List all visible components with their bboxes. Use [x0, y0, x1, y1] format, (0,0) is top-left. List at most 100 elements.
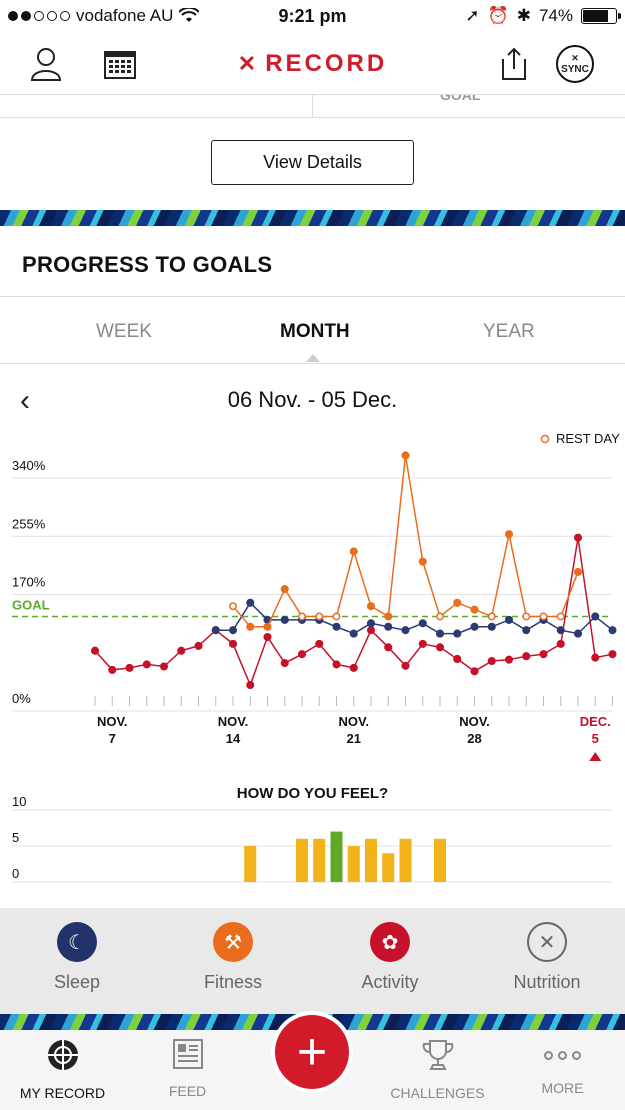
moon-icon: ☾ — [57, 922, 97, 962]
x-axis-month-label: NOV. — [218, 714, 249, 729]
period-tabs: WEEK MONTH YEAR — [0, 297, 625, 363]
fork-knife-icon: ✕ — [527, 922, 567, 962]
previous-period-chevron-icon[interactable]: ‹ — [20, 384, 30, 417]
tab-month[interactable]: MONTH — [280, 321, 350, 342]
rest-day-point — [315, 612, 324, 621]
rest-day-point — [522, 612, 531, 621]
trophy-icon — [422, 1040, 453, 1070]
tab-feed[interactable]: FEED — [125, 1038, 250, 1099]
feel-chart-title: HOW DO YOU FEEL? — [236, 785, 389, 802]
data-point — [280, 585, 289, 594]
add-record-button[interactable]: + — [275, 1015, 349, 1089]
feel-bar — [399, 838, 412, 882]
view-details-button[interactable]: View Details — [211, 140, 414, 185]
x-axis-day-label: 14 — [226, 731, 241, 746]
category-fitness[interactable]: ⚒ Fitness — [173, 922, 293, 993]
data-point — [435, 629, 445, 638]
carrier-label: vodafone AU — [76, 6, 174, 25]
data-point — [591, 653, 600, 662]
data-point — [349, 663, 358, 672]
data-point — [504, 655, 514, 664]
data-point — [332, 660, 341, 669]
sync-button[interactable]: ✕ SYNC — [553, 42, 597, 86]
dumbbell-icon: ⚒ — [213, 922, 253, 962]
today-marker-icon — [589, 752, 602, 761]
app-logo: ✕ RECORD — [237, 50, 388, 77]
x-axis-month-label: NOV. — [97, 714, 128, 729]
data-point — [470, 622, 479, 631]
data-point — [522, 626, 531, 635]
tab-more[interactable]: MORE — [500, 1038, 625, 1096]
rest-day-point — [332, 612, 341, 621]
progress-card: PROGRESS TO GOALS WEEK MONTH YEAR ‹ 06 N… — [0, 226, 625, 908]
feel-bar — [434, 838, 446, 882]
rest-day-point — [298, 612, 306, 621]
data-point — [418, 639, 427, 648]
series-line — [215, 601, 613, 635]
feel-bar — [330, 831, 343, 882]
data-point — [539, 650, 548, 659]
camo-divider — [0, 210, 625, 226]
shoe-icon: ✿ — [370, 922, 410, 962]
rest-day-legend-icon — [540, 434, 550, 444]
data-point — [487, 622, 496, 631]
profile-icon[interactable] — [24, 42, 68, 86]
summary-divider — [312, 95, 313, 117]
data-point — [384, 622, 393, 631]
data-point — [228, 626, 238, 635]
rest-day-point — [229, 602, 237, 611]
progress-title: PROGRESS TO GOALS — [22, 252, 273, 277]
summary-goal-label: GOAL — [440, 94, 481, 103]
data-point — [453, 598, 462, 607]
rest-day-point — [487, 612, 496, 621]
data-point — [211, 626, 220, 635]
tab-my-record[interactable]: MY RECORD — [0, 1038, 125, 1101]
data-point — [263, 632, 272, 642]
data-point — [263, 622, 272, 631]
battery-percent: 74% — [538, 6, 573, 25]
feed-icon — [172, 1039, 203, 1069]
alarm-icon: ⏰ — [487, 6, 509, 25]
rest-day-point — [436, 612, 444, 621]
tab-label: MY RECORD — [19, 1085, 106, 1101]
tab-challenges[interactable]: CHALLENGES — [375, 1038, 500, 1101]
data-point — [246, 622, 255, 631]
data-point — [573, 533, 583, 542]
data-point — [366, 619, 376, 628]
tab-year[interactable]: YEAR — [483, 321, 535, 342]
summary-row: GOAL — [0, 94, 625, 118]
divider — [0, 363, 625, 364]
data-point — [159, 662, 169, 671]
data-point — [280, 615, 289, 624]
category-bar: ☾ Sleep ⚒ Fitness ✿ Activity ✕ Nutrition — [0, 908, 625, 1014]
data-point — [504, 615, 514, 624]
data-point — [401, 451, 410, 460]
data-point — [246, 680, 255, 690]
status-left: vodafone AU — [8, 6, 200, 26]
data-point — [384, 612, 393, 621]
category-sleep[interactable]: ☾ Sleep — [17, 922, 137, 993]
category-nutrition[interactable]: ✕ Nutrition — [487, 922, 607, 993]
data-point — [591, 612, 600, 621]
calendar-icon[interactable] — [98, 42, 142, 86]
data-point — [504, 530, 514, 539]
data-point — [228, 639, 238, 648]
data-point — [470, 605, 479, 614]
data-point — [384, 643, 393, 652]
date-range-label: 06 Nov. - 05 Dec. — [227, 387, 398, 412]
x-axis-day-label: 5 — [592, 731, 599, 746]
data-point — [487, 656, 496, 666]
share-icon[interactable] — [492, 42, 536, 86]
category-label: Sleep — [53, 972, 101, 992]
data-point — [142, 660, 151, 669]
category-activity[interactable]: ✿ Activity — [330, 922, 450, 993]
data-point — [315, 639, 324, 648]
wifi-icon — [179, 8, 200, 22]
active-tab-caret — [306, 354, 320, 362]
data-point — [418, 619, 427, 628]
tab-label: FEED — [168, 1083, 207, 1099]
feel-y-axis-label: 0 — [12, 866, 19, 881]
data-point — [90, 646, 100, 655]
tab-week[interactable]: WEEK — [96, 321, 152, 342]
data-point — [556, 626, 565, 635]
